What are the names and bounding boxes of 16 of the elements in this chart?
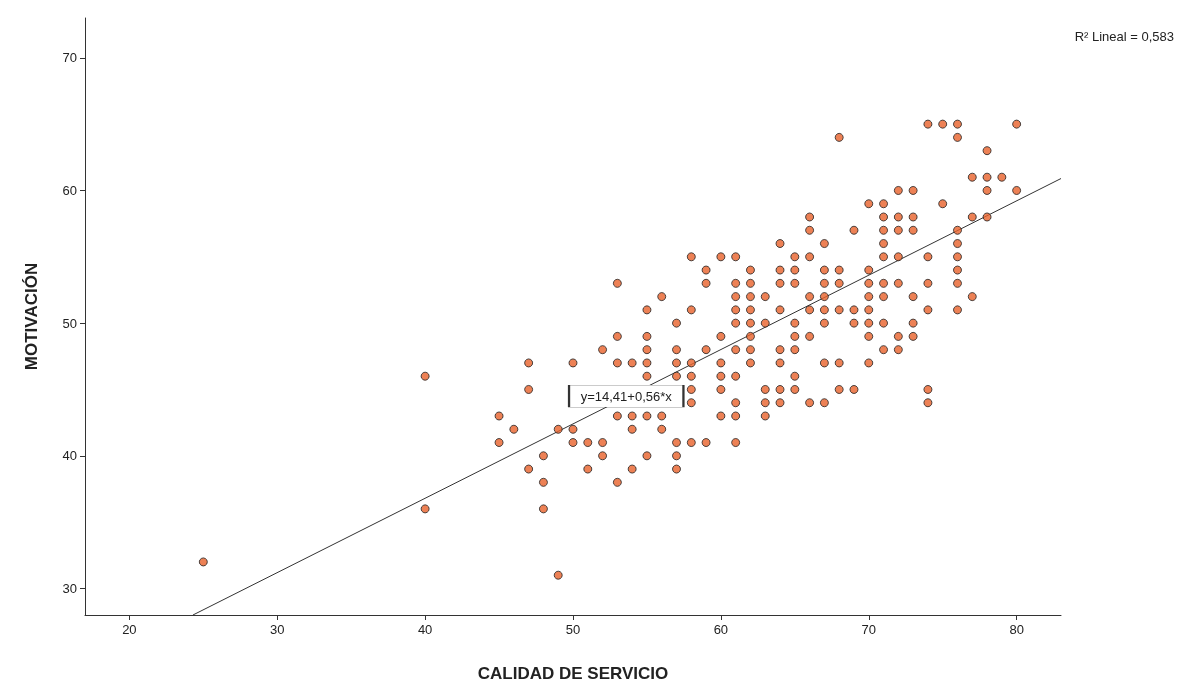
y-tick-label: 30 [62,580,77,596]
y-tick-label: 70 [62,50,77,66]
y-tick-label: 40 [62,448,77,464]
x-tick-label: 50 [565,622,581,637]
x-tick-label: 20 [122,622,137,637]
y-tick-label: 60 [62,182,77,198]
x-tick-label: 60 [713,622,729,637]
x-tick-label: 40 [417,622,433,637]
x-tick-label: 30 [270,622,285,637]
x-axis-title: CALIDAD DE SERVICIO [477,664,669,683]
x-tick-label: 70 [861,622,876,637]
text: R² Lineal = 0,583 [1074,29,1174,44]
x-tick-label: 80 [1009,622,1024,637]
y-tick-label: 50 [62,315,77,331]
annotation: y=14,41+0,56*x [580,388,673,404]
y-axis-title: MOTIVACIÓN [22,262,41,371]
